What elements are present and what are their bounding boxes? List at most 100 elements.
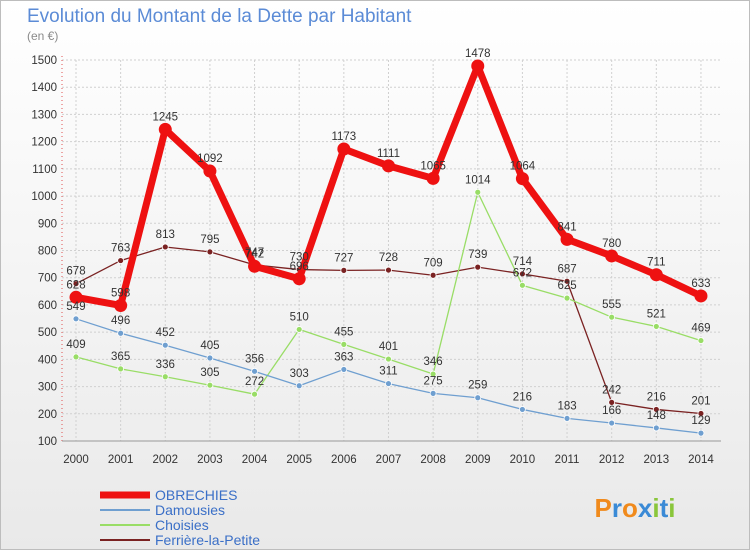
y-tick-label: 500 (38, 327, 57, 339)
data-label: 739 (468, 249, 487, 261)
data-label: 346 (424, 356, 443, 368)
data-label: 1478 (465, 48, 491, 60)
data-label: 469 (691, 323, 710, 335)
y-tick-label: 1500 (31, 55, 57, 67)
x-tick-label: 2008 (420, 454, 446, 466)
data-point (560, 232, 574, 246)
data-point (694, 289, 708, 303)
data-point (519, 281, 526, 289)
data-label: 216 (513, 391, 532, 403)
data-point (515, 172, 529, 186)
data-label: 672 (513, 267, 532, 279)
data-point (605, 249, 619, 263)
data-point (248, 259, 262, 273)
data-point (295, 326, 303, 333)
data-point (385, 266, 392, 274)
data-label: 841 (557, 221, 576, 233)
data-point (161, 341, 169, 349)
data-label: 763 (111, 243, 130, 255)
legend-label: Damousies (155, 502, 225, 518)
legend-label: OBRECHIES (155, 487, 237, 503)
y-tick-label: 900 (38, 218, 57, 230)
data-label: 401 (379, 341, 398, 353)
y-tick-label: 400 (38, 354, 57, 366)
data-point (206, 248, 214, 256)
data-point (429, 389, 437, 397)
x-tick-label: 2007 (376, 454, 402, 466)
data-label: 356 (245, 353, 264, 365)
data-label: 727 (334, 252, 353, 264)
data-label: 625 (557, 280, 576, 292)
data-point (563, 415, 571, 422)
x-tick-label: 2012 (599, 454, 625, 466)
data-point (652, 424, 660, 432)
data-point (608, 398, 616, 406)
data-point (206, 381, 214, 389)
data-point (385, 355, 392, 363)
data-label: 303 (290, 368, 309, 380)
data-point (72, 353, 80, 361)
data-point (381, 159, 395, 173)
data-point (161, 373, 169, 381)
x-tick-label: 2005 (286, 454, 312, 466)
data-point (426, 171, 440, 185)
data-label: 521 (647, 308, 666, 320)
data-point (519, 406, 526, 413)
x-tick-label: 2013 (644, 454, 670, 466)
y-tick-label: 1200 (31, 137, 57, 149)
data-point (337, 142, 351, 156)
data-label: 742 (245, 248, 264, 260)
data-label: 1245 (152, 111, 178, 123)
data-label: 129 (691, 415, 710, 427)
x-tick-label: 2010 (510, 454, 536, 466)
x-tick-label: 2009 (465, 454, 491, 466)
data-point (697, 337, 705, 344)
chart-title: Evolution du Montant de la Dette par Hab… (27, 6, 412, 27)
data-point (114, 298, 128, 312)
data-point (652, 406, 660, 413)
data-point (69, 290, 83, 304)
data-label: 510 (290, 311, 309, 323)
legend: OBRECHIESDamousiesChoisiesFerrière-la-Pe… (100, 487, 260, 548)
data-point (563, 277, 571, 285)
data-label: 696 (290, 261, 309, 273)
data-point (608, 313, 616, 321)
data-label: 363 (334, 351, 353, 363)
x-tick-label: 2014 (688, 454, 714, 466)
data-label: 275 (424, 375, 443, 387)
data-point (608, 419, 616, 427)
y-tick-label: 1300 (31, 109, 57, 121)
data-point (697, 410, 705, 417)
chart-subtitle: (en €) (27, 29, 58, 43)
data-label: 272 (245, 376, 264, 388)
data-point (652, 323, 660, 330)
data-label: 305 (200, 367, 219, 379)
data-point (385, 380, 392, 387)
x-tick-label: 2001 (108, 454, 134, 466)
data-label: 201 (691, 396, 710, 408)
data-label: 687 (557, 263, 576, 275)
data-label: 728 (379, 252, 398, 264)
data-label: 455 (334, 326, 353, 338)
data-point (72, 315, 80, 323)
x-tick-label: 2006 (331, 454, 357, 466)
data-label: 598 (111, 287, 130, 299)
data-point (206, 354, 214, 362)
legend-label: Choisies (155, 517, 209, 533)
data-point (117, 329, 125, 337)
data-point (251, 367, 258, 375)
data-point (251, 390, 258, 398)
data-point (295, 382, 303, 390)
data-label: 1064 (510, 161, 536, 173)
y-tick-label: 200 (38, 409, 57, 421)
data-label: 336 (156, 359, 175, 371)
data-label: 1014 (465, 174, 491, 186)
data-label: 678 (66, 266, 85, 278)
data-label: 166 (602, 405, 621, 417)
y-tick-label: 1000 (31, 191, 57, 203)
data-point (697, 429, 705, 437)
data-point (474, 263, 482, 271)
data-label: 148 (647, 410, 666, 422)
data-point (292, 272, 306, 286)
